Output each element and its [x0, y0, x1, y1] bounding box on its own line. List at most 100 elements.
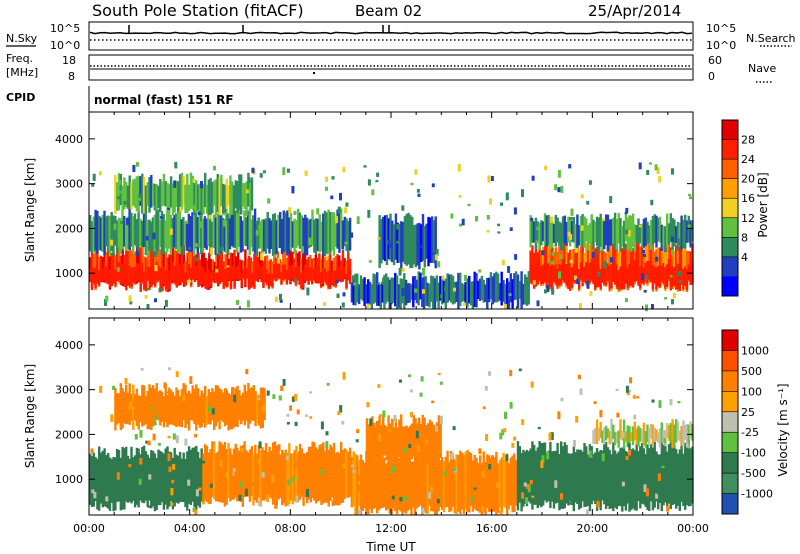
data-speckle [112, 385, 116, 390]
colorbar-tick-label: 4 [741, 251, 748, 264]
data-cell [391, 418, 394, 466]
data-speckle [505, 192, 509, 201]
colorbar-tick-label: 24 [741, 153, 755, 166]
nsearch-tick-high: 10^5 [706, 22, 736, 35]
data-speckle [286, 413, 290, 417]
data-speckle [279, 299, 283, 303]
data-cell [401, 450, 404, 515]
data-cell [252, 215, 255, 252]
data-cell [651, 216, 655, 245]
data-speckle [525, 497, 528, 505]
data-cell [94, 457, 97, 502]
data-cell [198, 183, 202, 215]
data-cell [504, 460, 507, 508]
data-speckle [513, 207, 517, 215]
data-cell [311, 209, 314, 246]
data-cell [340, 208, 343, 250]
data-speckle [137, 197, 141, 201]
data-cell [354, 453, 357, 515]
data-cell [225, 208, 228, 254]
data-cell [386, 276, 390, 302]
data-speckle [689, 196, 692, 200]
data-cell [497, 463, 500, 513]
data-speckle [234, 471, 238, 477]
data-cell [162, 396, 166, 428]
data-cell [103, 210, 106, 256]
data-cell [216, 174, 219, 213]
data-cell [189, 393, 193, 421]
data-cell [380, 219, 383, 264]
data-speckle [167, 435, 171, 439]
data-cell [99, 217, 103, 251]
data-speckle [167, 207, 171, 210]
data-cell [592, 454, 595, 501]
data-cell [680, 426, 683, 446]
data-cell [405, 213, 408, 266]
data-cell [186, 264, 189, 279]
date-label: 25/Apr/2014 [588, 2, 681, 20]
data-speckle [120, 221, 124, 224]
data-speckle [363, 165, 367, 168]
data-cell [409, 215, 412, 269]
data-speckle [257, 458, 261, 466]
data-speckle [382, 277, 386, 285]
data-cell [300, 448, 303, 497]
data-speckle [198, 487, 202, 491]
data-cell [480, 463, 484, 515]
data-cell [520, 453, 523, 512]
data-cell [666, 213, 669, 245]
data-speckle [579, 388, 583, 395]
data-cell [502, 452, 505, 507]
data-speckle [192, 179, 196, 183]
data-cell [332, 271, 336, 286]
data-speckle [491, 455, 494, 459]
data-cell [307, 219, 311, 249]
data-cell [491, 456, 494, 512]
data-cell [135, 388, 139, 426]
data-cell [187, 184, 191, 211]
data-speckle [509, 402, 513, 409]
data-speckle [558, 271, 561, 279]
data-cell [232, 185, 236, 215]
data-cell [223, 442, 227, 507]
data-cell [395, 275, 399, 309]
data-cell [554, 264, 557, 284]
data-speckle [669, 275, 673, 278]
data-cell [560, 264, 563, 285]
data-speckle [291, 396, 295, 402]
data-cell [130, 212, 133, 247]
data-cell [255, 220, 259, 257]
data-cell [133, 455, 137, 508]
data-cell [151, 450, 155, 507]
data-cell [114, 215, 117, 246]
data-speckle [211, 408, 215, 415]
data-cell [180, 389, 184, 428]
data-cell [105, 216, 108, 247]
data-cell [205, 445, 209, 502]
data-speckle [194, 243, 198, 247]
data-speckle [189, 376, 193, 384]
data-cell [610, 454, 613, 509]
data-speckle [628, 389, 632, 392]
data-cell [226, 268, 229, 286]
data-cell [391, 220, 394, 263]
data-cell [148, 177, 151, 213]
data-cell [392, 427, 396, 467]
data-speckle [152, 232, 156, 240]
data-speckle [656, 167, 660, 174]
data-speckle [337, 410, 341, 416]
data-speckle [294, 278, 298, 283]
data-cell [419, 462, 422, 506]
data-cell [211, 181, 214, 214]
nave-tick-low: 0 [708, 70, 715, 83]
data-cell [484, 284, 487, 302]
data-speckle [261, 472, 265, 478]
data-cell [516, 274, 520, 308]
data-cell [169, 389, 173, 425]
data-speckle [663, 438, 667, 444]
data-speckle [377, 282, 381, 285]
data-cell [195, 266, 198, 279]
data-cell [334, 219, 337, 247]
data-cell [99, 452, 103, 504]
data-cell [408, 283, 411, 303]
